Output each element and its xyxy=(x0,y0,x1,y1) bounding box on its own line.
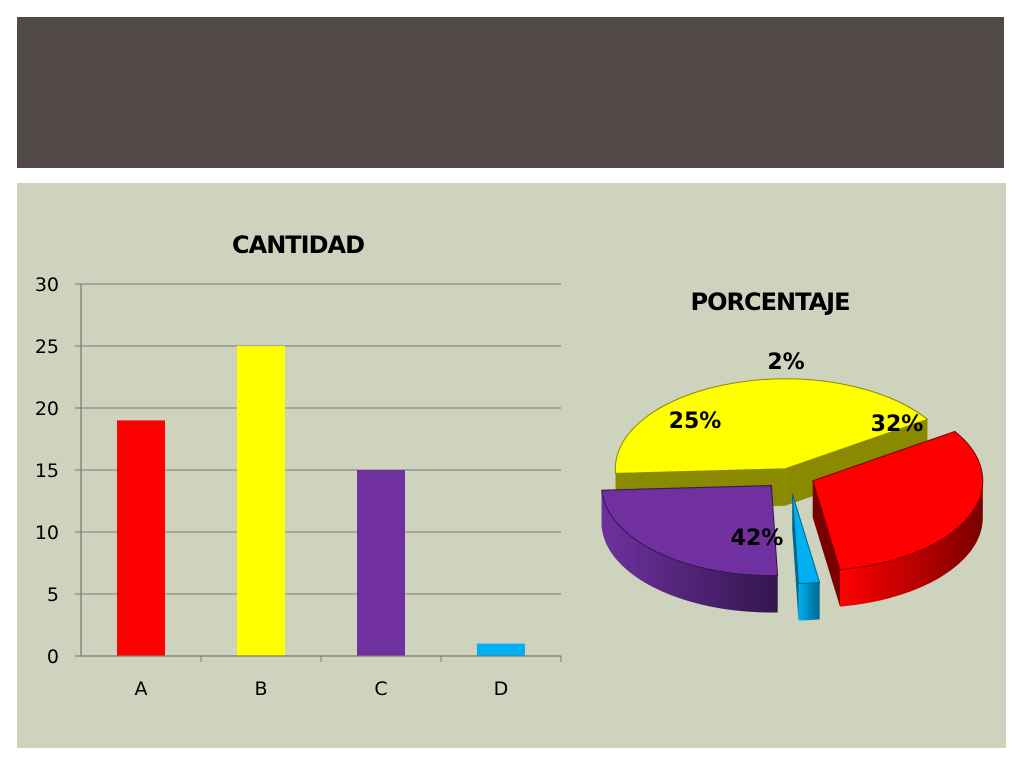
y-tick-label: 30 xyxy=(35,274,59,296)
x-tick-label: C xyxy=(374,678,387,700)
y-tick-label: 0 xyxy=(47,646,59,668)
bar-chart-axes: 0 5 10 15 20 25 30 A B C D xyxy=(35,274,562,700)
pie-slice-2pct xyxy=(791,493,821,585)
y-tick-label: 15 xyxy=(35,460,59,482)
bar-a xyxy=(117,420,165,656)
pie-data-label: 25% xyxy=(669,409,722,434)
bar-d xyxy=(477,643,525,656)
x-tick-label: D xyxy=(494,678,509,700)
pie-slice-rim xyxy=(601,490,778,613)
bar-chart-bars xyxy=(117,346,525,656)
pie-slice-32pct xyxy=(812,430,984,571)
y-tick-label: 25 xyxy=(35,336,59,358)
pie-data-label: 32% xyxy=(871,412,924,437)
pie-chart-labels: 32% 42% 25% 2% xyxy=(669,350,924,551)
y-tick-label: 10 xyxy=(35,522,59,544)
pie-slice-rim xyxy=(840,480,983,607)
x-tick-label: A xyxy=(135,678,148,700)
pie-data-label: 2% xyxy=(767,350,804,375)
pie-chart-sides xyxy=(601,378,984,621)
pie-slice-rim xyxy=(798,582,820,621)
bar-c xyxy=(357,470,405,656)
y-tick-label: 20 xyxy=(35,398,59,420)
pie-chart-title: PORCENTAJE xyxy=(691,288,850,316)
pie-slice-42pct xyxy=(614,378,929,474)
x-tick-label: B xyxy=(254,678,267,700)
y-tick-label: 5 xyxy=(47,584,59,606)
slide-header-band xyxy=(17,17,1004,168)
pie-data-label: 42% xyxy=(731,526,784,551)
bar-b xyxy=(237,346,285,656)
bar-chart-title: CANTIDAD xyxy=(232,231,364,259)
pie-slice-25pct xyxy=(601,484,779,577)
